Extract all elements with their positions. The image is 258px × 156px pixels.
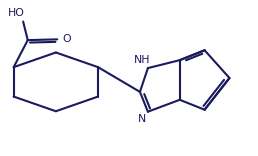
Text: O: O	[63, 34, 71, 44]
Text: HO: HO	[8, 8, 25, 18]
Text: N: N	[138, 114, 146, 124]
Text: NH: NH	[134, 55, 150, 65]
